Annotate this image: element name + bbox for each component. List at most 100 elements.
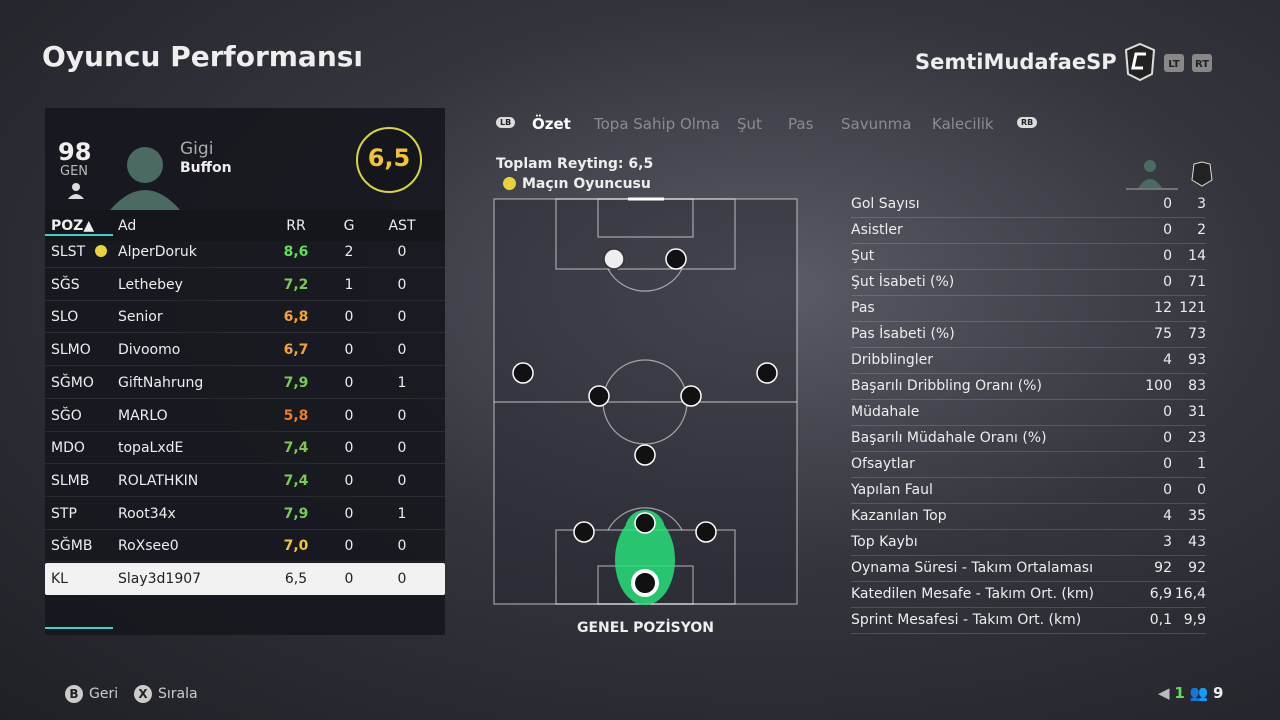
player-value: 6,9 <box>1149 586 1172 602</box>
cell-name: Root34x <box>118 505 176 522</box>
player-row[interactable]: SĞMB RoXsee0 7,0 0 0 <box>45 530 445 563</box>
cell-rr: 7,9 <box>283 374 309 391</box>
tab[interactable]: Özet <box>532 115 571 133</box>
player-row[interactable]: STP Root34x 7,9 0 1 <box>45 498 445 530</box>
stat-label: Başarılı Müdahale Oranı (%) <box>851 430 1047 446</box>
tab[interactable]: Topa Sahip Olma <box>594 115 720 133</box>
cell-g: 0 <box>344 407 354 424</box>
cell-ast: 0 <box>397 244 407 260</box>
lt-button[interactable]: LT <box>1168 59 1180 70</box>
player-value: 0,1 <box>1149 612 1172 628</box>
stat-label: Şut İsabeti (%) <box>851 274 955 290</box>
rb-button[interactable]: RB <box>1017 117 1038 128</box>
stat-label: Sprint Mesafesi - Takım Ort. (km) <box>851 612 1082 628</box>
last-name: Buffon <box>180 160 232 176</box>
cell-name: Senior <box>118 309 163 326</box>
player-row[interactable]: SLMB ROLATHKIN 7,4 0 0 <box>45 465 445 497</box>
cell-g: 0 <box>344 571 354 587</box>
cell-pos: SĞO <box>51 407 82 424</box>
player-value: 0 <box>1163 482 1172 498</box>
player-row[interactable]: SLST AlperDoruk 8,6 2 0 <box>45 236 445 268</box>
cell-rr: 6,5 <box>284 571 308 587</box>
team-value: 16,4 <box>1174 586 1206 602</box>
column-header: Ad <box>118 218 137 234</box>
tab[interactable]: Savunma <box>841 115 912 133</box>
team-value: 35 <box>1188 508 1206 524</box>
player-value: 0 <box>1163 430 1172 446</box>
motm-label: Maçın Oyuncusu <box>503 176 651 192</box>
team-value: 3 <box>1197 196 1206 212</box>
cell-g: 0 <box>344 374 354 391</box>
team-value: 83 <box>1188 378 1206 394</box>
cell-g: 0 <box>344 342 354 359</box>
team-value: 71 <box>1188 274 1206 290</box>
rt-button[interactable]: RT <box>1195 59 1209 70</box>
team-value: 73 <box>1188 326 1206 342</box>
player-row[interactable]: SLMO Divoomo 6,7 0 0 <box>45 334 445 367</box>
stat-row: Pas 12 121 <box>851 296 1206 322</box>
rating-ring <box>356 127 422 193</box>
cell-ast: 1 <box>397 505 407 522</box>
tab[interactable]: Şut <box>737 115 762 133</box>
cell-rr: 6,7 <box>283 342 309 359</box>
cell-ast: 1 <box>397 374 407 391</box>
match-rating: 6,5 <box>367 144 411 172</box>
cell-rr: 7,0 <box>283 538 309 555</box>
cell-pos: SLO <box>51 309 79 326</box>
title: Oyuncu Performansı <box>42 40 364 73</box>
counters: ◀ 1 👥 9 <box>1158 684 1224 702</box>
player-row[interactable]: SLO Senior 6,8 0 0 <box>45 301 445 334</box>
cell-pos: SĞMB <box>51 538 93 555</box>
player-row[interactable]: MDO topaLxdE 7,4 0 0 <box>45 432 445 465</box>
team-value: 92 <box>1188 560 1206 576</box>
stat-label: Dribblingler <box>851 352 933 368</box>
cell-ast: 0 <box>397 571 407 587</box>
team-value: 9,9 <box>1183 612 1206 628</box>
player-row[interactable]: SĞMO GiftNahrung 7,9 0 1 <box>45 367 445 399</box>
team-value: 0 <box>1197 482 1206 498</box>
motm-icon <box>95 245 107 257</box>
cell-name: ROLATHKIN <box>118 472 199 489</box>
stat-row: Sprint Mesafesi - Takım Ort. (km) 0,1 9,9 <box>851 608 1206 634</box>
tab[interactable]: Kalecilik <box>932 115 994 133</box>
stat-label: Pas <box>851 300 875 316</box>
tab[interactable]: Pas <box>788 115 814 133</box>
cell-ast: 0 <box>397 276 407 293</box>
stat-row: Gol Sayısı 0 3 <box>851 192 1206 218</box>
player-value: 4 <box>1163 508 1172 524</box>
player-value: 92 <box>1154 560 1172 576</box>
cell-g: 1 <box>344 276 354 293</box>
cell-ast: 0 <box>397 472 407 489</box>
button-glyph: X <box>134 685 152 703</box>
pitch <box>493 197 798 605</box>
team-value: 2 <box>1197 222 1206 238</box>
team-value: 121 <box>1179 300 1206 316</box>
cell-pos: MDO <box>51 440 85 457</box>
footer-action[interactable]: X Sırala <box>134 685 198 703</box>
player-value: 0 <box>1163 248 1172 264</box>
player-value: 75 <box>1154 326 1172 342</box>
scroll-indicator <box>45 627 113 629</box>
total-rating: Toplam Reyting: 6,5 <box>496 156 654 172</box>
footer-action[interactable]: B Geri <box>65 685 118 703</box>
cell-name: AlperDoruk <box>118 244 197 260</box>
count-a: 1 <box>1174 684 1185 702</box>
cell-ast: 0 <box>397 342 407 359</box>
stat-label: Asistler <box>851 222 903 238</box>
player-row[interactable]: KL Slay3d1907 6,5 0 0 <box>45 563 445 595</box>
cell-name: Slay3d1907 <box>118 571 202 587</box>
sort-indicator <box>45 234 113 236</box>
stat-label: Müdahale <box>851 404 920 420</box>
cell-rr: 7,4 <box>283 440 309 457</box>
avatar <box>110 147 180 210</box>
team-value: 43 <box>1188 534 1206 550</box>
stat-row: Katedilen Mesafe - Takım Ort. (km) 6,9 16,… <box>851 582 1206 608</box>
cell-name: RoXsee0 <box>118 538 179 555</box>
cell-pos: SĞS <box>51 276 80 293</box>
position: GEN <box>60 164 89 179</box>
player-value: 0 <box>1163 196 1172 212</box>
player-row[interactable]: SĞS Lethebey 7,2 1 0 <box>45 269 445 301</box>
player-row[interactable]: SĞO MARLO 5,8 0 0 <box>45 400 445 432</box>
cell-ast: 0 <box>397 407 407 424</box>
lb-button[interactable]: LB <box>496 117 516 128</box>
